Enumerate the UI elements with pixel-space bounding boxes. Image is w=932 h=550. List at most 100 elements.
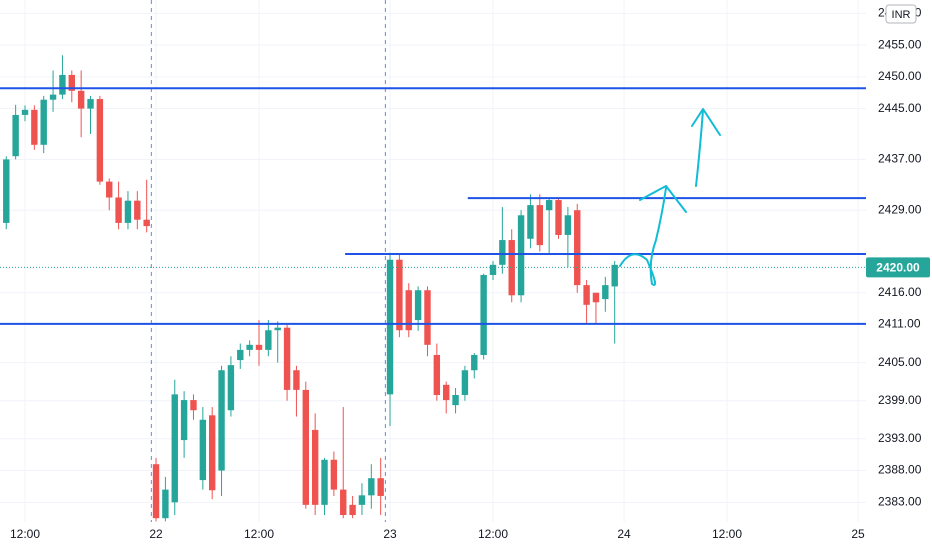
candle-body [396, 259, 403, 331]
candle-body [574, 210, 581, 286]
candle-body [293, 370, 300, 390]
candle-body [208, 415, 216, 491]
candle-body [199, 419, 207, 481]
candle-body [564, 215, 572, 235]
candle-body [480, 274, 487, 355]
candle-body [386, 259, 394, 395]
candle-body [12, 114, 19, 157]
x-tick-label: 12:00 [712, 527, 742, 541]
candle-body [611, 264, 618, 287]
x-tick-label: 12:00 [10, 527, 40, 541]
candle-body [237, 349, 244, 361]
x-tick-label: 22 [149, 527, 163, 541]
candle-body [368, 478, 375, 496]
x-tick-label: 12:00 [244, 527, 274, 541]
candle-body [265, 330, 272, 350]
candle-body [377, 478, 384, 496]
candle-body [302, 389, 309, 505]
axes: 2383.00 2388.00 2393.00 2399.00 2405.00 2411.… [10, 4, 930, 541]
arrow-head [691, 108, 721, 136]
candle-body [555, 200, 562, 235]
y-tick-label: 2445.00 [878, 101, 922, 115]
y-tick-label: 2411.00 [878, 317, 921, 331]
hand-drawn-arrows [619, 108, 721, 286]
y-tick-label: 2416.00 [878, 285, 922, 299]
candle-body [545, 200, 553, 211]
candle-body [96, 99, 104, 182]
candle-body [433, 354, 441, 395]
candle-body [152, 464, 160, 519]
candle-body [442, 384, 450, 401]
candle-body [461, 370, 469, 395]
candle-body [489, 264, 497, 275]
x-tick-label: 25 [851, 527, 865, 541]
candle-body [311, 429, 319, 505]
candle-body [124, 200, 132, 223]
candle-body [40, 99, 47, 145]
y-tick-label: 2388.00 [878, 463, 922, 477]
candle-body [180, 400, 188, 441]
y-tick-label: 2437.00 [878, 152, 922, 166]
candle-body [134, 200, 141, 220]
y-tick-label: 2450.00 [878, 69, 922, 83]
candle-body [218, 370, 225, 471]
candle-body [68, 74, 75, 91]
candle-body [115, 197, 122, 223]
candle-body [330, 459, 338, 490]
candle-body [527, 205, 534, 239]
candle-body [171, 394, 178, 503]
candle-body [602, 285, 609, 300]
candle-body [321, 459, 328, 505]
last-price-box [866, 257, 930, 278]
candle-body [274, 327, 281, 331]
y-tick-label: 2399.00 [878, 393, 922, 407]
candle-body [87, 99, 94, 109]
last-price-label: 2420.00 [876, 261, 920, 275]
candle-body [583, 285, 590, 305]
y-tick-label: 2455.00 [878, 37, 922, 51]
arrow-path [695, 109, 704, 187]
candle-body [59, 74, 66, 95]
y-tick-label: 2393.00 [878, 431, 922, 445]
candle-body [255, 344, 263, 350]
candle-body [106, 181, 113, 198]
currency-badge [885, 4, 917, 24]
candle-body [358, 495, 366, 505]
candle-body [471, 354, 478, 371]
y-tick-label: 2405.00 [878, 355, 922, 369]
candle-body [452, 394, 459, 406]
x-tick-label: 23 [383, 527, 397, 541]
candle-body [499, 240, 506, 265]
currency-label: INR [892, 9, 911, 21]
candle-body [517, 215, 525, 296]
candle-body [508, 240, 515, 296]
candle-body [424, 290, 431, 345]
candle-body [283, 327, 291, 390]
candle-body [31, 109, 38, 145]
candle-body [190, 400, 197, 411]
y-tick-label: 2429.00 [878, 202, 922, 216]
candle-body [3, 159, 10, 223]
arrow-path [619, 187, 667, 286]
candle-body [227, 365, 235, 411]
candle-body [49, 94, 57, 100]
arrow-head [639, 185, 687, 213]
candle-body [246, 344, 253, 350]
candle-body [143, 219, 150, 227]
candle-body [592, 292, 600, 303]
x-tick-label: 12:00 [478, 527, 508, 541]
drawings [0, 87, 866, 325]
candle-body [536, 205, 543, 246]
candle-body [162, 489, 169, 519]
candle-body [340, 489, 347, 516]
candle-body [414, 290, 422, 321]
x-tick-label: 24 [617, 527, 631, 541]
y-tick-label: 2383.00 [878, 494, 922, 508]
candle-body [349, 504, 356, 516]
candle-body [405, 290, 412, 331]
candle-body [77, 90, 85, 109]
candle-body [21, 109, 29, 115]
